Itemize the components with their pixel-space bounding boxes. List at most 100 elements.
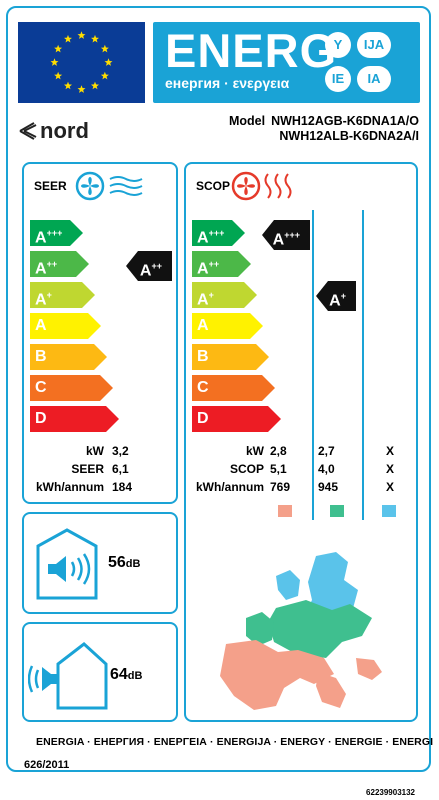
scale-arrow-2: A++ bbox=[30, 251, 90, 277]
heating-row-value: 769 bbox=[270, 480, 291, 494]
eu-flag bbox=[18, 22, 145, 103]
zone-average-swatch bbox=[330, 505, 344, 517]
indoor-noise-panel: 56dB bbox=[22, 512, 178, 614]
heating-row-label: kW bbox=[246, 444, 264, 458]
indoor-noise-value: 56dB bbox=[108, 554, 141, 571]
label-code: 62239903132 bbox=[366, 788, 415, 797]
cooling-row-label: kW bbox=[86, 444, 104, 458]
scale-label: D bbox=[197, 410, 209, 427]
brand-logo-mark: nord bbox=[19, 118, 89, 143]
scale-arrow-3: A+ bbox=[30, 282, 96, 308]
eu-star bbox=[100, 44, 109, 53]
zone-colder-swatch bbox=[382, 505, 396, 517]
zone-warmer-swatch bbox=[278, 505, 292, 517]
language-mark-ie: IE bbox=[325, 66, 351, 92]
heating-class-warmer-badge: A+++ bbox=[262, 220, 310, 250]
scale-label: A+ bbox=[197, 290, 214, 309]
scale-arrow-4: A bbox=[192, 313, 264, 339]
scale-arrow-7: D bbox=[192, 406, 282, 432]
scale-arrow-4: A bbox=[30, 313, 102, 339]
scale-label: A+++ bbox=[35, 228, 63, 247]
footer-languages: ENERGIA · ЕНЕРГИЯ · ΕΝΕΡΓΕΙΑ · ENERGIJA … bbox=[36, 736, 434, 748]
eu-star bbox=[54, 44, 63, 53]
scale-label: A bbox=[35, 317, 47, 334]
heating-fan-icon bbox=[231, 171, 292, 201]
brand-logo: nord bbox=[18, 118, 138, 143]
heating-row-value: 5,1 bbox=[270, 462, 287, 476]
heating-row-value: 2,7 bbox=[318, 444, 335, 458]
outdoor-speaker-icon bbox=[28, 642, 108, 710]
heating-row-value: X bbox=[386, 480, 395, 494]
heating-row-label: SCOP bbox=[229, 462, 264, 476]
regulation-number: 626/2011 bbox=[24, 759, 70, 771]
eu-star bbox=[91, 34, 99, 43]
model-line-1: NWH12AGB-K6DNA1A/O bbox=[271, 114, 419, 128]
eu-star bbox=[77, 31, 86, 39]
cooling-panel: SEER A+++ A++ A+ A B C D A++ kW 3,2 SEER 6,1 kWh/a… bbox=[22, 162, 178, 504]
scale-label: A+++ bbox=[197, 228, 225, 247]
cooling-row-label: kWh/annum bbox=[36, 480, 104, 494]
scale-label: A++ bbox=[35, 259, 58, 278]
scale-arrow-1: A+++ bbox=[30, 220, 84, 246]
heating-row-value: 2,8 bbox=[270, 444, 287, 458]
energ-title: ENERG bbox=[165, 24, 338, 77]
language-mark-ija: IJA bbox=[357, 32, 391, 58]
heating-class-average-badge: A+ bbox=[316, 281, 356, 311]
scale-arrow-2: A++ bbox=[192, 251, 252, 277]
svg-text:nord: nord bbox=[40, 119, 89, 143]
cooling-row-value: 3,2 bbox=[112, 444, 129, 458]
model-info: Model NWH12AGB-K6DNA1A/O NWH12ALB-K6DNA2A… bbox=[229, 114, 419, 144]
outdoor-noise-value: 64dB bbox=[110, 666, 143, 683]
heating-row-label: kWh/annum bbox=[196, 480, 264, 494]
eu-star bbox=[100, 71, 109, 80]
cooling-row-value: 184 bbox=[112, 480, 133, 494]
scale-arrow-6: C bbox=[30, 375, 114, 401]
cooling-row-value: 6,1 bbox=[112, 462, 129, 476]
eu-star bbox=[91, 81, 99, 90]
eu-star bbox=[64, 34, 72, 43]
column-divider-2 bbox=[362, 210, 364, 520]
scale-arrow-6: C bbox=[192, 375, 276, 401]
label-frame bbox=[6, 6, 431, 772]
cooling-title: SEER bbox=[34, 179, 67, 193]
energy-banner: ENERG енергия · ενεργεια Y IJA IE IA bbox=[153, 22, 420, 103]
outdoor-noise-panel: 64dB bbox=[22, 622, 178, 722]
scale-label: A++ bbox=[197, 259, 220, 278]
cooling-class-badge: A++ bbox=[126, 251, 172, 281]
cooling-fan-icon bbox=[75, 171, 143, 201]
heating-row-value: X bbox=[386, 462, 395, 476]
heating-row-value: 945 bbox=[318, 480, 339, 494]
heating-class-warmer: A+++ bbox=[272, 230, 300, 249]
indoor-speaker-icon bbox=[36, 528, 98, 600]
heating-row-value: 4,0 bbox=[318, 462, 335, 476]
scale-arrow-5: B bbox=[30, 344, 108, 370]
scale-arrow-7: D bbox=[30, 406, 120, 432]
scale-label: C bbox=[197, 379, 209, 396]
cooling-row-label: SEER bbox=[71, 462, 104, 476]
scale-label: B bbox=[35, 348, 47, 365]
scale-arrow-3: A+ bbox=[192, 282, 258, 308]
eu-star bbox=[64, 81, 72, 90]
europe-climate-map bbox=[220, 552, 382, 710]
eu-star bbox=[104, 58, 113, 66]
language-mark-ia: IA bbox=[357, 66, 391, 92]
scale-label: A+ bbox=[35, 290, 52, 309]
cooling-class: A++ bbox=[139, 261, 162, 280]
scale-arrow-1: A+++ bbox=[192, 220, 246, 246]
eu-star bbox=[50, 58, 59, 66]
eu-stars bbox=[50, 31, 113, 93]
heating-panel: SCOP A+++ A++ A+ A B C D A+++ A+ kW 2,8 2,7 X SCOP… bbox=[184, 162, 418, 722]
heating-row-value: X bbox=[386, 444, 395, 458]
scale-label: C bbox=[35, 379, 47, 396]
heating-title: SCOP bbox=[196, 179, 231, 193]
scale-arrow-5: B bbox=[192, 344, 270, 370]
eu-star bbox=[77, 85, 86, 93]
column-divider-1 bbox=[312, 210, 314, 520]
scale-label: B bbox=[197, 348, 209, 365]
language-mark-y: Y bbox=[325, 32, 351, 58]
energ-subtitle: енергия · ενεργεια bbox=[165, 75, 290, 91]
scale-label: A bbox=[197, 317, 209, 334]
model-line-2: NWH12ALB-K6DNA2A/I bbox=[279, 129, 419, 143]
eu-star bbox=[54, 71, 63, 80]
model-label: Model bbox=[228, 114, 266, 128]
